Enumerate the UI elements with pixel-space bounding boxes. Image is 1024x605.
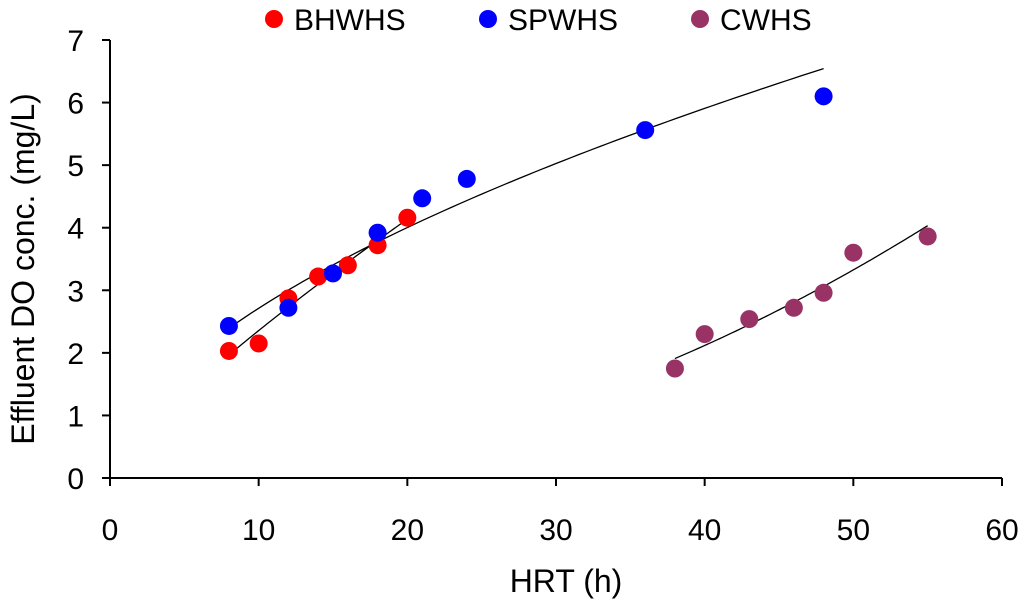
trendline-cwhs — [674, 225, 929, 360]
y-tick-label: 6 — [67, 88, 84, 121]
data-point-cwhs — [665, 359, 684, 378]
data-point-cwhs — [784, 298, 803, 317]
legend-label: CWHS — [720, 4, 812, 37]
data-point-cwhs — [740, 310, 759, 329]
x-tick-label: 40 — [688, 514, 721, 547]
data-point-bhwhs — [338, 256, 357, 275]
data-point-bhwhs — [368, 236, 387, 255]
data-point-bhwhs — [309, 267, 328, 286]
y-tick-label: 1 — [67, 400, 84, 433]
ticks: 0 1 2 3 4 5 6 7 0 10 20 30 40 50 60 — [67, 25, 1018, 547]
data-point-spwhs — [279, 298, 298, 317]
y-tick-label: 2 — [67, 338, 84, 371]
data-point-bhwhs — [398, 208, 417, 227]
x-tick-label: 20 — [391, 514, 424, 547]
y-tick-label: 7 — [67, 25, 84, 58]
x-axis-title: HRT (h) — [510, 563, 623, 599]
data-point-bhwhs — [219, 341, 238, 360]
legend-item-cwhs: CWHS — [691, 4, 812, 37]
data-point-spwhs — [636, 121, 655, 140]
data-point-spwhs — [324, 264, 342, 283]
data-point-spwhs — [413, 189, 432, 208]
data-point-cwhs — [695, 325, 714, 344]
data-point-spwhs — [814, 87, 833, 106]
y-tick-label: 0 — [67, 463, 84, 496]
data-point-bhwhs — [249, 334, 268, 353]
y-tick-label: 3 — [67, 275, 84, 308]
y-tick-label: 5 — [67, 150, 84, 183]
legend-marker — [691, 10, 709, 28]
legend-marker — [265, 10, 283, 28]
y-tick-label: 4 — [67, 213, 84, 246]
x-tick-label: 10 — [242, 514, 275, 547]
data-point-spwhs — [457, 169, 476, 188]
y-axis-title: Effluent DO conc. (mg/L) — [5, 93, 41, 445]
legend-label: BHWHS — [294, 4, 406, 37]
trendlines — [228, 67, 929, 360]
data-point-cwhs — [844, 243, 863, 262]
legend-item-bhwhs: BHWHS — [265, 4, 406, 37]
data-point-spwhs — [219, 316, 238, 335]
legend-item-spwhs: SPWHS — [479, 4, 618, 37]
legend: BHWHS SPWHS CWHS — [265, 4, 812, 37]
data-point-cwhs — [918, 227, 937, 246]
data-point-cwhs — [814, 283, 833, 302]
legend-label: SPWHS — [508, 4, 618, 37]
legend-marker — [479, 10, 497, 28]
trendline-spwhs — [228, 67, 824, 329]
data-points — [219, 87, 937, 378]
axes — [109, 40, 1002, 479]
x-tick-label: 60 — [985, 514, 1018, 547]
x-tick-label: 0 — [102, 514, 119, 547]
x-tick-label: 50 — [837, 514, 870, 547]
data-point-spwhs — [368, 223, 387, 242]
x-tick-label: 30 — [539, 514, 572, 547]
